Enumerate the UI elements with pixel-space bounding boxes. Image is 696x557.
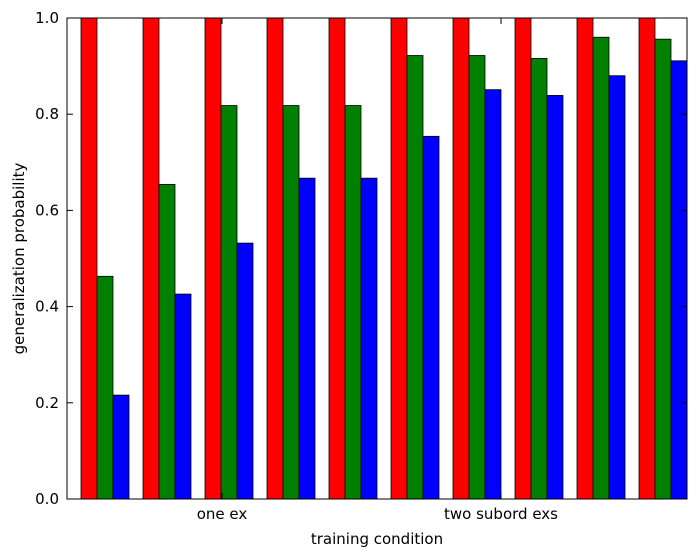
bar-group-10-series-1 <box>638 17 656 500</box>
bar-group-4-series-3 <box>298 177 316 500</box>
bar-group-7-series-2 <box>468 55 486 500</box>
bar-group-1-series-3 <box>112 394 130 500</box>
y-tick-label: 0.2 <box>35 394 59 412</box>
bar-group-9-series-2 <box>592 36 610 500</box>
bar-group-1-series-1 <box>80 17 98 500</box>
bar-group-6-series-3 <box>422 135 440 500</box>
y-tick-label: 1.0 <box>35 9 59 27</box>
y-tick-label: 0.6 <box>35 201 59 219</box>
bar-group-5-series-1 <box>328 17 346 500</box>
bar-group-9-series-3 <box>608 75 626 500</box>
bar-group-9-series-1 <box>576 17 594 500</box>
x-tick-label: one ex <box>197 505 248 523</box>
bar-group-2-series-1 <box>142 17 160 500</box>
bar-group-6-series-2 <box>406 55 424 500</box>
bar-group-7-series-3 <box>484 89 502 500</box>
bar-group-3-series-2 <box>220 105 238 500</box>
y-axis-title: generalization probability <box>10 162 28 354</box>
bar-group-1-series-2 <box>96 275 114 500</box>
x-tick-label: two subord exs <box>444 505 558 523</box>
y-tick-label: 0.8 <box>35 105 59 123</box>
bar-group-2-series-2 <box>158 184 176 500</box>
bar-group-2-series-3 <box>174 293 192 500</box>
bar-group-3-series-3 <box>236 242 254 500</box>
bar-group-10-series-3 <box>670 60 688 500</box>
bar-group-5-series-2 <box>344 105 362 500</box>
bar-group-4-series-1 <box>266 17 284 500</box>
bar-group-5-series-3 <box>360 177 378 500</box>
bar-group-8-series-3 <box>546 95 564 500</box>
bar-group-6-series-1 <box>390 17 408 500</box>
x-axis-title: training condition <box>311 530 443 548</box>
bar-group-7-series-1 <box>452 17 470 500</box>
plot-frame <box>66 17 688 500</box>
x-axis: one ex two subord exs <box>197 18 558 523</box>
bar-group-4-series-2 <box>282 105 300 500</box>
y-tick-label: 0.4 <box>35 298 59 316</box>
bar-group-8-series-1 <box>514 17 532 500</box>
bar-group-8-series-2 <box>530 58 548 500</box>
bars-layer <box>80 17 688 500</box>
y-axis: 0.0 0.2 0.4 0.6 0.8 1.0 <box>35 9 687 508</box>
bar-group-3-series-1 <box>204 17 222 500</box>
bar-group-10-series-2 <box>654 38 672 500</box>
y-tick-label: 0.0 <box>35 490 59 508</box>
